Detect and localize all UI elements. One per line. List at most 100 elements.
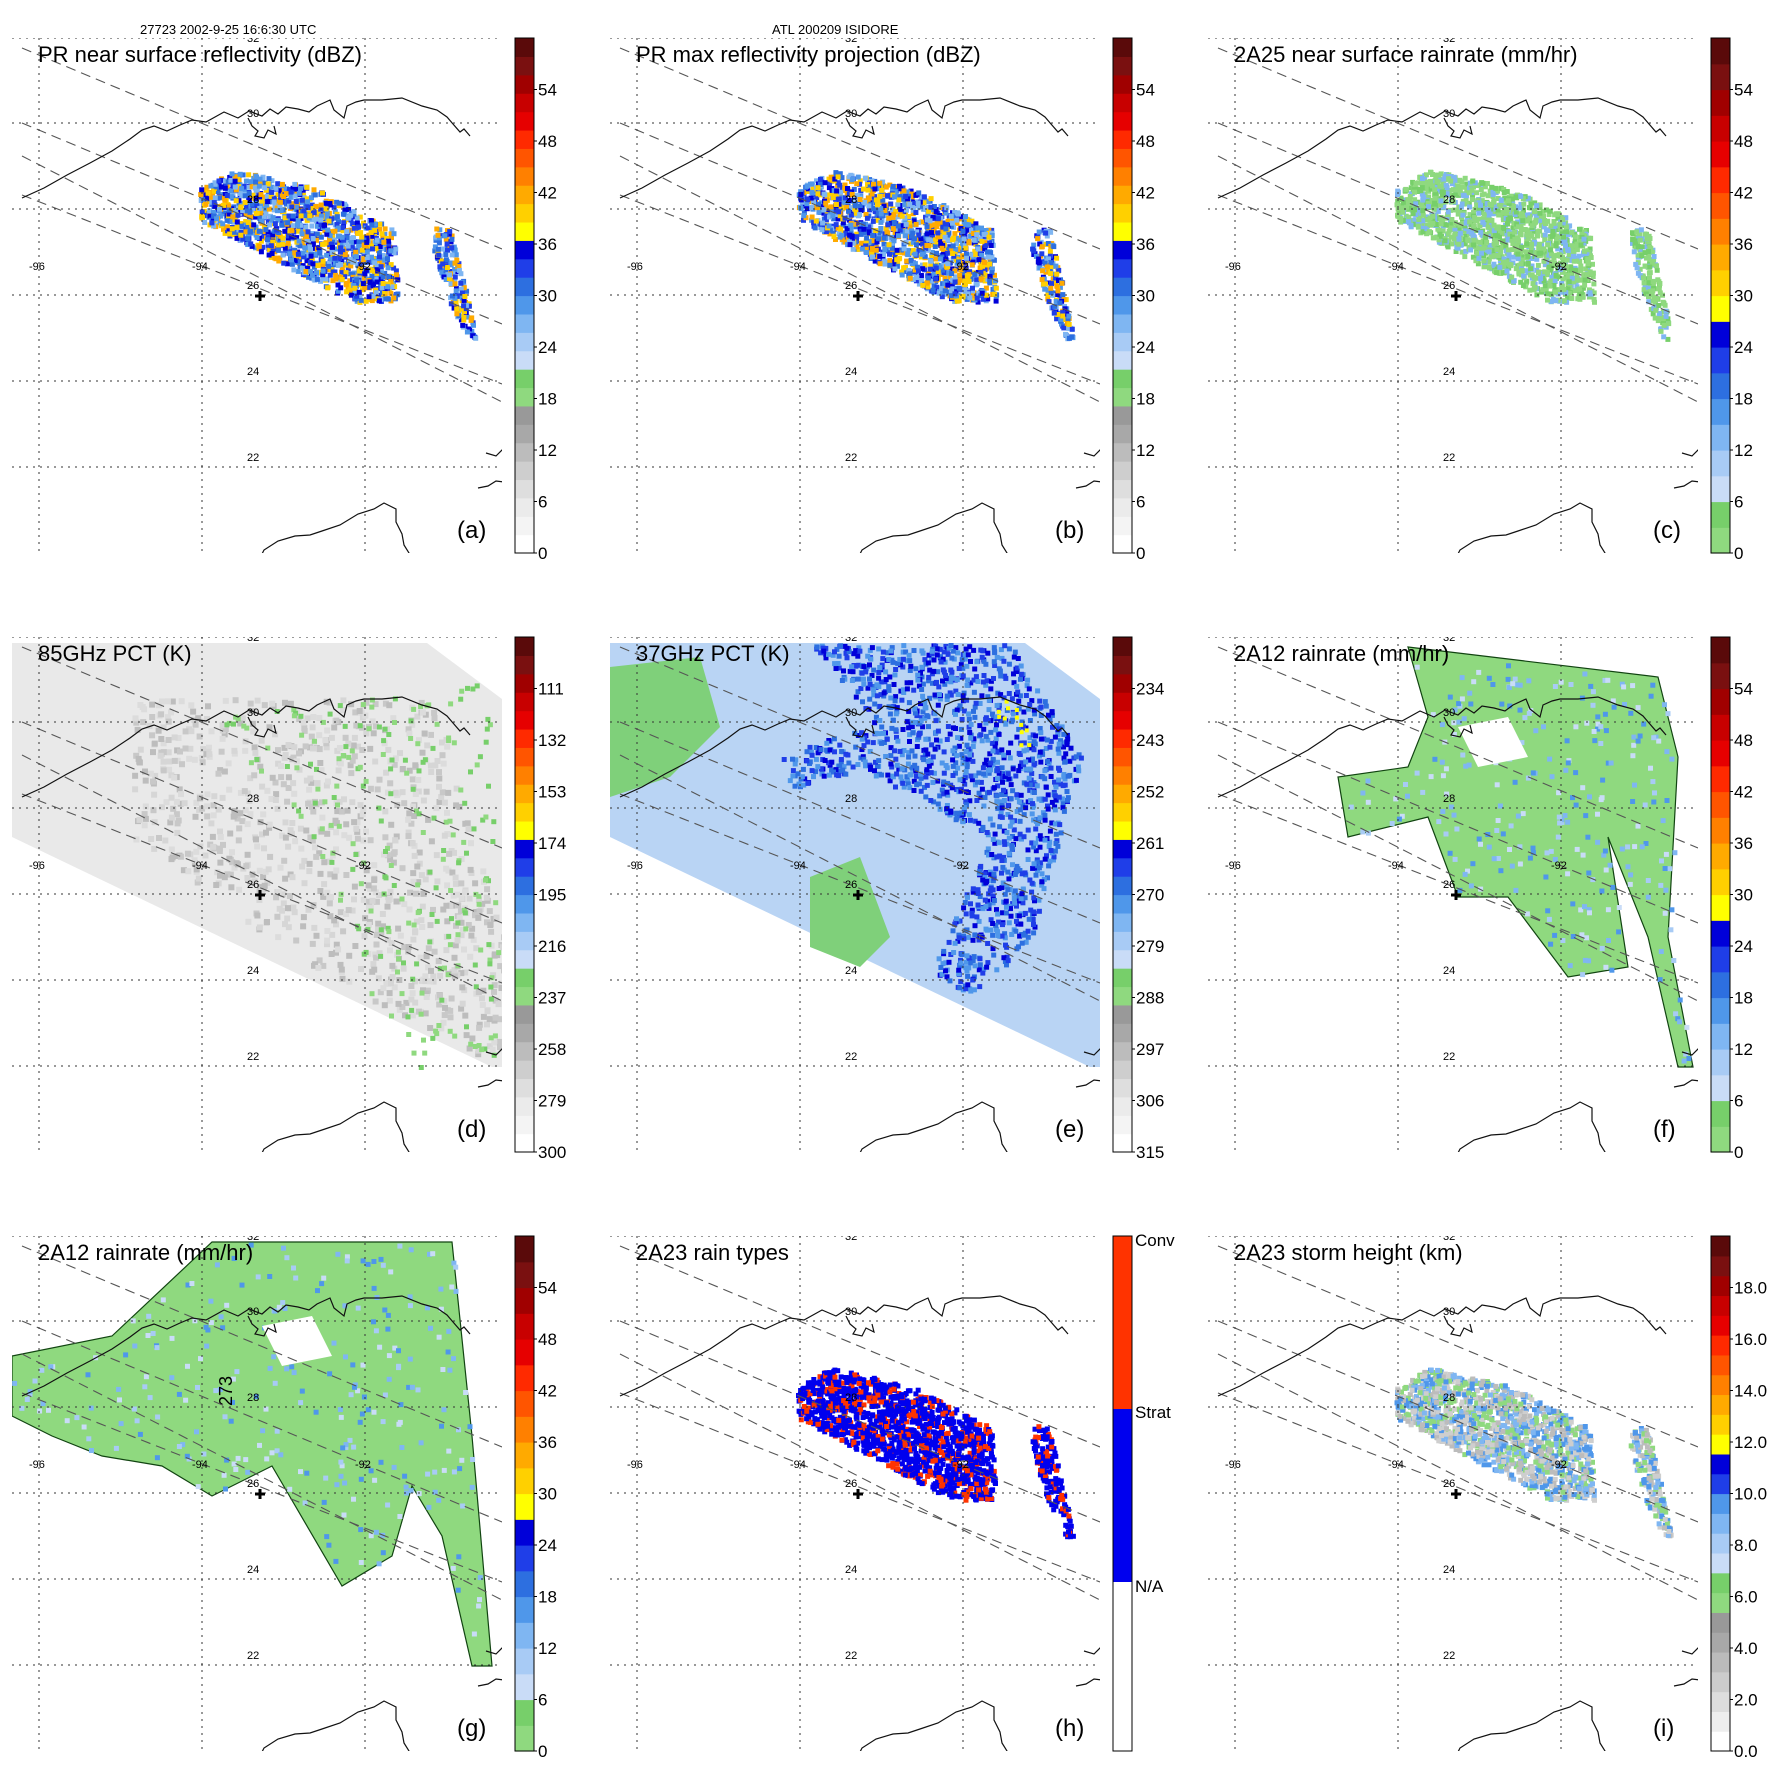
rain-pixel (435, 232, 441, 238)
rain-pixel (1487, 217, 1493, 223)
colorbar-segment (1711, 63, 1730, 91)
rain-pixel (930, 214, 936, 220)
rain-pixel (454, 257, 460, 263)
rain-pixel (838, 226, 844, 232)
rain-pixel (1501, 259, 1506, 265)
rain-pixel (826, 223, 832, 229)
rain-pixel (1480, 180, 1486, 186)
rain-pixel (199, 187, 205, 193)
rain-pixel (1578, 268, 1584, 274)
rain-pixel (808, 181, 813, 187)
rain-pixel (1508, 263, 1514, 269)
rain-pixel (832, 212, 838, 217)
rain-pixel (905, 189, 911, 195)
rain-pixel (1553, 272, 1559, 278)
coastline (1443, 117, 1473, 139)
rain-pixel (1519, 257, 1525, 263)
rain-pixel (1036, 260, 1042, 266)
rain-pixel (910, 230, 916, 236)
rain-pixel (912, 236, 918, 242)
rain-pixel (209, 220, 215, 226)
rain-pixel (1464, 201, 1470, 207)
rain-pixel (964, 294, 970, 300)
rain-pixel (985, 254, 991, 260)
rain-pixel (850, 237, 856, 243)
colorbar-tick-label: 24 (1136, 338, 1155, 357)
rain-pixel (1479, 192, 1485, 198)
rain-pixel (338, 258, 344, 264)
rain-pixel (391, 295, 397, 301)
rain-pixel (858, 208, 864, 213)
rain-pixel (173, 811, 180, 818)
rain-pixel (217, 206, 222, 212)
rain-pixel (1548, 299, 1554, 304)
rain-pixel (1451, 174, 1457, 180)
rain-pixel (960, 240, 966, 246)
rain-pixel (342, 252, 348, 258)
rain-pixel (903, 265, 908, 270)
rain-pixel (365, 246, 371, 252)
rain-pixel (814, 195, 820, 201)
rain-pixel (830, 213, 836, 219)
rain-pixel (252, 185, 258, 191)
rain-pixel (1501, 256, 1507, 262)
rain-pixel (1501, 190, 1507, 195)
rain-pixel (1415, 223, 1421, 229)
rain-pixel (1529, 272, 1535, 278)
rain-pixel (1526, 205, 1532, 211)
rain-pixel (224, 217, 230, 223)
rain-pixel (863, 238, 869, 244)
rain-pixel (373, 290, 379, 296)
rain-pixel (1484, 216, 1490, 222)
rain-pixel (1549, 259, 1555, 265)
rain-pixel (1446, 176, 1452, 182)
rain-pixel (945, 218, 951, 224)
rain-pixel (226, 211, 232, 217)
rain-pixel (254, 203, 260, 208)
rain-pixel (831, 234, 837, 240)
rain-pixel (1533, 229, 1539, 235)
rain-pixel (929, 253, 935, 258)
rain-pixel (221, 202, 227, 208)
rain-pixel (927, 218, 933, 224)
rain-pixel (1651, 294, 1657, 300)
colorbar-segment (1711, 269, 1730, 297)
rain-pixel (848, 226, 854, 232)
rain-pixel (829, 191, 835, 197)
rain-pixel (447, 272, 453, 278)
rain-pixel (904, 207, 909, 213)
rain-pixel (966, 279, 972, 284)
rain-pixel (1403, 186, 1409, 192)
rain-pixel (951, 216, 956, 222)
rain-pixel (326, 218, 332, 224)
colorbar-segment (515, 93, 534, 113)
rain-pixel (275, 181, 281, 187)
rain-pixel (1548, 267, 1553, 273)
rain-pixel (1497, 264, 1503, 270)
rain-pixel (1581, 240, 1587, 246)
rain-pixel (1423, 184, 1429, 190)
rain-pixel (356, 239, 362, 245)
rain-pixel (461, 313, 467, 319)
latitude-label: 28 (1443, 194, 1455, 206)
rain-pixel (1479, 209, 1484, 215)
rain-pixel (885, 219, 891, 225)
rain-pixel (1420, 224, 1426, 229)
rain-pixel (348, 263, 354, 269)
rain-pixel (1519, 211, 1524, 217)
latitude-label: 30 (247, 108, 259, 120)
rain-pixel (899, 272, 905, 278)
rain-pixel (295, 212, 301, 218)
rain-pixel (323, 200, 329, 206)
rain-pixel (1470, 254, 1476, 260)
rain-pixel (882, 247, 888, 252)
rain-pixel (881, 258, 887, 264)
rain-pixel (948, 224, 954, 229)
rain-pixel (443, 252, 449, 258)
rain-pixel (288, 251, 294, 257)
colorbar-segment (515, 516, 534, 536)
rain-pixel (1505, 247, 1511, 253)
rain-pixel (942, 275, 948, 281)
rain-pixel (934, 284, 940, 290)
colorbar-tick-label: 18 (538, 390, 557, 409)
